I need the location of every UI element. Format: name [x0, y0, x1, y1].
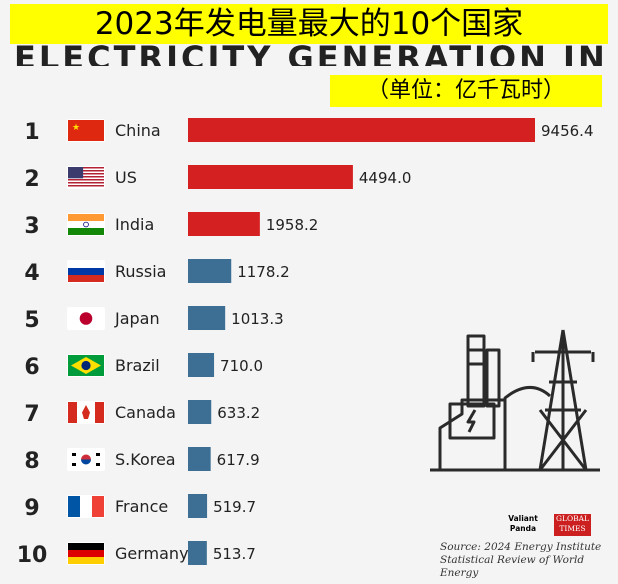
brand-right-top: GLOBAL [555, 514, 590, 523]
rank-label: 4 [24, 261, 39, 286]
unit-label: （单位：亿千瓦时） [330, 75, 602, 107]
source-note: Source: 2024 Energy Institute Statistica… [440, 541, 618, 580]
south-korea-flag-icon [67, 448, 105, 471]
source-line-2: Statistical Review of World Energy [440, 554, 585, 579]
bar [188, 165, 353, 189]
svg-text:★: ★ [72, 123, 80, 133]
source-line-1: Source: 2024 Energy Institute [440, 541, 602, 553]
bar [188, 494, 208, 518]
category-label: Russia [115, 262, 166, 281]
rank-label: 10 [17, 543, 48, 568]
bar [188, 212, 260, 236]
power-plant-icon [430, 329, 600, 472]
bar [188, 118, 535, 142]
rank-label: 2 [24, 167, 39, 192]
category-label: Canada [115, 403, 176, 422]
chart-title: 2023年发电量最大的10个国家 [10, 4, 608, 44]
category-label: Germany [115, 544, 189, 563]
rank-label: 3 [24, 214, 39, 239]
value-label: 1013.3 [231, 310, 284, 328]
bar [188, 353, 215, 377]
category-label: India [115, 215, 154, 234]
france-flag-icon [67, 495, 105, 518]
value-label: 1958.2 [266, 216, 319, 234]
china-flag-icon: ★ [67, 119, 105, 142]
germany-flag-icon [67, 542, 105, 565]
category-label: Japan [114, 309, 160, 328]
value-label: 9456.4 [541, 122, 594, 140]
value-label: 710.0 [220, 357, 263, 375]
category-label: Brazil [115, 356, 160, 375]
category-label: France [115, 497, 168, 516]
us-flag-icon [67, 166, 105, 189]
category-label: China [115, 121, 161, 140]
value-label: 519.7 [213, 498, 256, 516]
category-label: S.Korea [115, 450, 176, 469]
value-label: 513.7 [213, 545, 256, 563]
rank-label: 5 [24, 308, 39, 333]
russia-flag-icon [67, 260, 105, 283]
value-label: 617.9 [217, 451, 260, 469]
rank-label: 6 [24, 355, 39, 380]
category-label: US [115, 168, 137, 187]
bar [188, 447, 211, 471]
value-label: 4494.0 [359, 169, 412, 187]
bar [188, 306, 226, 330]
japan-flag-icon [67, 307, 105, 330]
bar [188, 259, 232, 283]
global-times-logo: GLOBAL TIMES [554, 514, 591, 536]
bar [188, 400, 212, 424]
valiant-panda-logo: Valiant Panda [498, 514, 548, 536]
brand-left-bottom: Panda [509, 524, 537, 533]
rank-label: 1 [24, 120, 39, 145]
rank-label: 9 [24, 496, 39, 521]
india-flag-icon [67, 213, 105, 236]
brand-left-top: Valiant [508, 514, 538, 523]
value-label: 633.2 [217, 404, 260, 422]
canada-flag-icon [67, 401, 105, 424]
value-label: 1178.2 [237, 263, 289, 281]
rank-label: 7 [24, 402, 39, 427]
bar [188, 541, 207, 565]
brazil-flag-icon [67, 354, 105, 377]
brand-right-bottom: TIMES [559, 524, 586, 533]
rank-label: 8 [24, 449, 39, 474]
